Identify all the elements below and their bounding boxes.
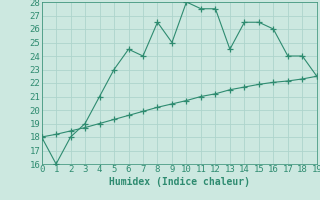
X-axis label: Humidex (Indice chaleur): Humidex (Indice chaleur) xyxy=(109,177,250,187)
